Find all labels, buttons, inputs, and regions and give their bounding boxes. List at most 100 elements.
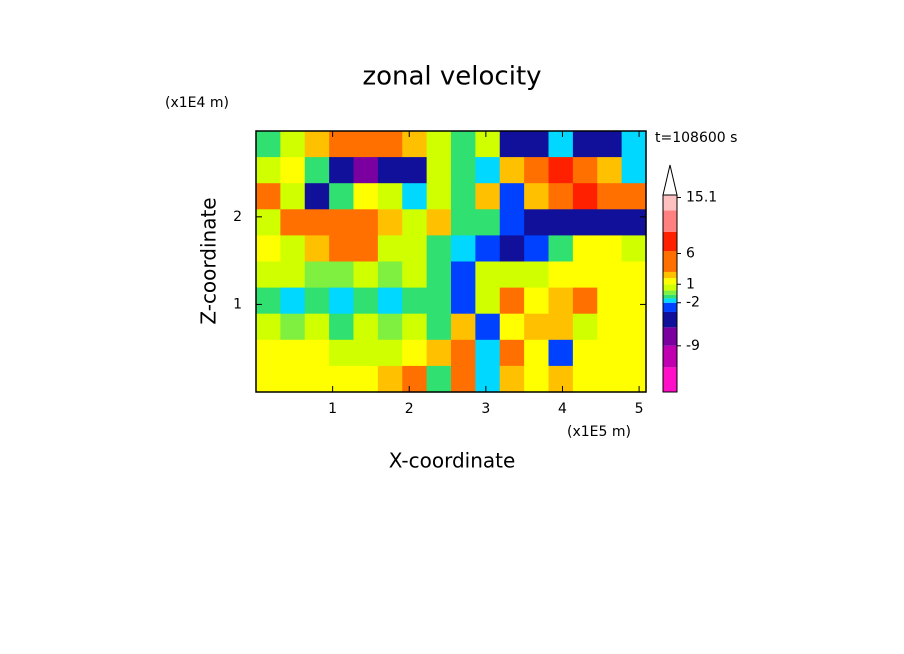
contour-cell <box>426 235 452 263</box>
contour-cell <box>280 287 306 315</box>
plot-frame <box>255 130 647 393</box>
contour-cell <box>402 209 428 236</box>
contour-cell <box>256 287 281 315</box>
contour-cell <box>426 209 452 236</box>
contour-cell <box>256 261 281 289</box>
colorbar-tick-label: -2 <box>686 295 700 311</box>
contour-cell <box>548 287 574 315</box>
contour-cell <box>548 131 574 158</box>
contour-cell <box>402 261 428 289</box>
contour-cell <box>621 157 647 184</box>
contour-cell <box>548 261 574 289</box>
contour-cell <box>572 235 598 263</box>
contour-cell <box>524 157 550 184</box>
contour-cell <box>304 313 330 341</box>
contour-cell <box>621 209 647 236</box>
contour-cell <box>572 365 598 393</box>
contour-cell <box>353 209 379 236</box>
contour-cell <box>499 339 525 367</box>
contour-cell <box>377 157 403 184</box>
y-tick-label: 1 <box>233 296 242 312</box>
contour-cell <box>548 235 574 263</box>
colorbar-segment <box>663 345 677 368</box>
contour-cell <box>329 183 355 210</box>
x-tick-label: 4 <box>558 401 567 417</box>
contour-cell <box>451 235 476 263</box>
contour-cell <box>451 157 476 184</box>
contour-cell <box>524 261 550 289</box>
x-unit: (x1E5 m) <box>567 424 631 440</box>
contour-cell <box>524 183 550 210</box>
contour-cell <box>499 183 525 210</box>
contour-cell <box>329 131 355 158</box>
colorbar-segment <box>663 367 677 392</box>
contour-cell <box>304 287 330 315</box>
contour-cell <box>377 313 403 341</box>
contour-cell <box>426 287 452 315</box>
contour-cell <box>304 235 330 263</box>
contour-cell <box>572 131 598 158</box>
contour-cell <box>597 157 623 184</box>
colorbar-segment <box>663 290 677 295</box>
contour-cell <box>280 183 306 210</box>
contour-cell <box>402 365 428 393</box>
x-tick-label: 1 <box>328 401 337 417</box>
contour-cell <box>499 157 525 184</box>
y-axis-label: Z-coordinate <box>197 197 221 324</box>
contour-cell <box>548 339 574 367</box>
contour-cell <box>377 183 403 210</box>
contour-cell <box>548 183 574 210</box>
contour-cell <box>548 209 574 236</box>
contour-cell <box>280 365 306 393</box>
contour-cell <box>524 209 550 236</box>
contour-cell <box>475 261 501 289</box>
colorbar-segment <box>663 284 677 291</box>
contour-cell <box>256 131 281 158</box>
contour-cell <box>329 287 355 315</box>
contour-cell <box>402 131 428 158</box>
contour-cell <box>280 131 306 158</box>
x-tick-label: 3 <box>481 401 490 417</box>
contour-cell <box>548 365 574 393</box>
contour-cell <box>572 287 598 315</box>
contour-cell <box>597 339 623 367</box>
contour-cell <box>548 157 574 184</box>
contour-cell <box>304 209 330 236</box>
colorbar-segment <box>663 311 677 328</box>
contour-cell <box>572 209 598 236</box>
contour-cell <box>353 131 379 158</box>
contour-cell <box>475 131 501 158</box>
contour-cell <box>280 209 306 236</box>
contour-cell <box>402 235 428 263</box>
contour-cell <box>256 183 281 210</box>
contour-cell <box>597 365 623 393</box>
contour-cell <box>256 339 281 367</box>
contour-cell <box>426 131 452 158</box>
colorbar-tick-label: 1 <box>686 276 695 292</box>
contour-cell <box>451 287 476 315</box>
contour-cell <box>621 183 647 210</box>
colorbar-segment <box>663 278 677 285</box>
contour-cell <box>426 183 452 210</box>
contour-cell <box>621 339 647 367</box>
contour-cell <box>353 261 379 289</box>
contour-cell <box>499 209 525 236</box>
contour-cell <box>597 287 623 315</box>
contour-cell <box>377 339 403 367</box>
contour-cell <box>597 131 623 158</box>
contour-cell <box>353 183 379 210</box>
contour-cell <box>329 365 355 393</box>
colorbar-tick-label: 15.1 <box>686 189 717 205</box>
contour-cell <box>256 235 281 263</box>
contour-cell <box>621 313 647 341</box>
x-tick-label: 5 <box>635 401 644 417</box>
contour-cell <box>451 131 476 158</box>
contour-cell <box>353 339 379 367</box>
contour-cell <box>621 131 647 158</box>
contour-cell <box>572 339 598 367</box>
contour-cell <box>353 287 379 315</box>
contour-cell <box>256 365 281 393</box>
contour-cell <box>451 365 476 393</box>
contour-cell <box>353 157 379 184</box>
contour-cell <box>621 287 647 315</box>
